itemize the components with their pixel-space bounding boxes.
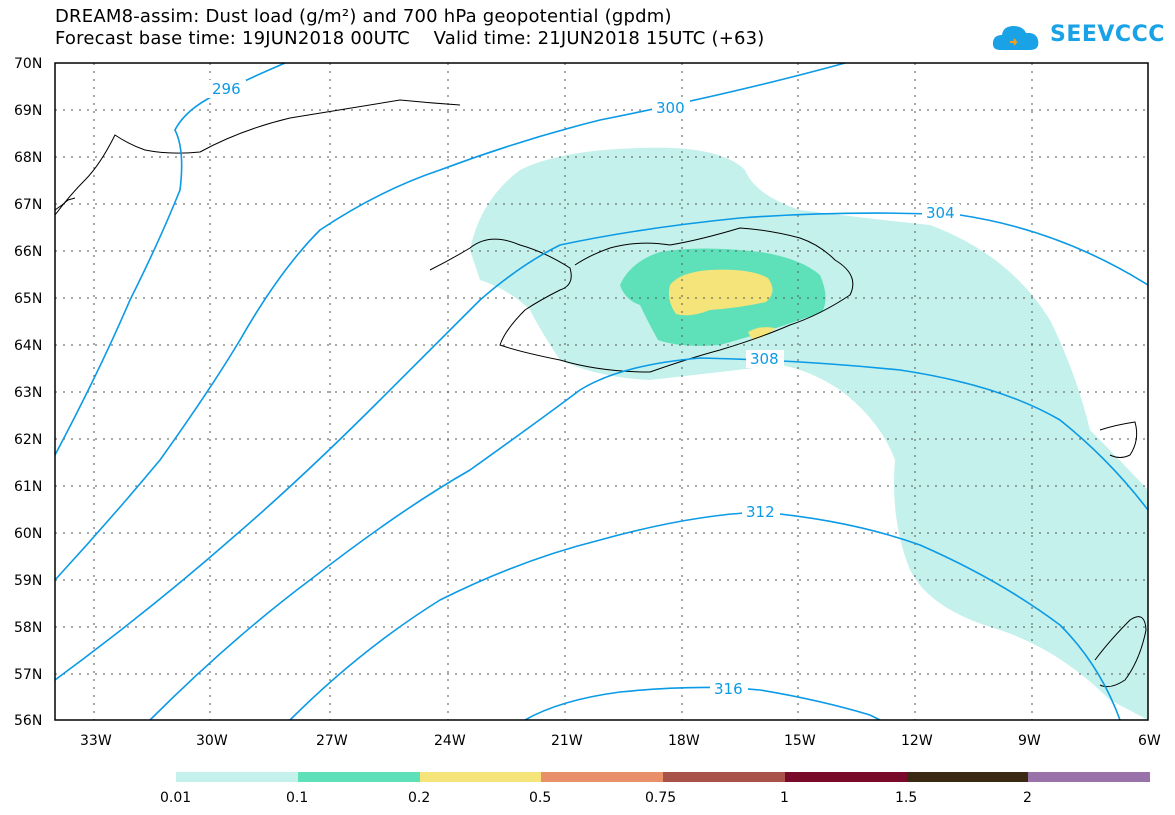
lat-label: 69N bbox=[14, 103, 42, 119]
graticule bbox=[55, 63, 1148, 720]
colorbar-swatch bbox=[298, 772, 420, 782]
colorbar-swatch bbox=[1028, 772, 1150, 782]
map-title: DREAM8-assim: Dust load (g/m²) and 700 h… bbox=[55, 6, 672, 27]
colorbar-swatch bbox=[541, 772, 663, 782]
contour-label-group: 296 300 304 308 312 316 bbox=[208, 80, 960, 698]
lon-label: 30W bbox=[196, 733, 228, 749]
contour-label-312: 312 bbox=[746, 503, 775, 521]
lat-label: 64N bbox=[14, 338, 42, 354]
lon-label: 21W bbox=[551, 733, 583, 749]
contour-label-304: 304 bbox=[926, 204, 955, 222]
dust-region-high-south bbox=[748, 327, 775, 340]
lat-label: 56N bbox=[14, 713, 42, 729]
lon-label: 9W bbox=[1018, 733, 1041, 749]
colorbar: 0.01 0.1 0.2 0.5 0.75 1 1.5 2 bbox=[160, 772, 1150, 806]
contour-label-296: 296 bbox=[212, 80, 241, 98]
lat-label: 62N bbox=[14, 432, 42, 448]
contour-label-300: 300 bbox=[656, 99, 685, 117]
lat-label: 61N bbox=[14, 479, 42, 495]
lat-label: 68N bbox=[14, 150, 42, 166]
contour-label-308: 308 bbox=[750, 350, 779, 368]
colorbar-label: 0.5 bbox=[529, 790, 551, 806]
lat-label: 66N bbox=[14, 244, 42, 260]
map-subtitle: Forecast base time: 19JUN2018 00UTC Vali… bbox=[55, 28, 765, 49]
contour-label-316: 316 bbox=[714, 680, 743, 698]
plot-frame bbox=[54, 62, 1149, 721]
lon-label: 18W bbox=[668, 733, 700, 749]
lat-label: 63N bbox=[14, 385, 42, 401]
latitude-labels: 70N 69N 68N 67N 66N 65N 64N 63N 62N 61N … bbox=[14, 56, 42, 729]
cloud-logo-icon bbox=[992, 26, 1039, 50]
colorbar-swatch bbox=[176, 772, 298, 782]
lon-label: 6W bbox=[1138, 733, 1161, 749]
colorbar-label: 0.1 bbox=[286, 790, 308, 806]
contour-308 bbox=[149, 357, 1149, 721]
lat-label: 60N bbox=[14, 526, 42, 542]
longitude-labels: 33W 30W 27W 24W 21W 18W 15W 12W 9W 6W bbox=[80, 733, 1161, 749]
lon-label: 27W bbox=[316, 733, 348, 749]
lon-label: 15W bbox=[784, 733, 816, 749]
colorbar-label: 0.2 bbox=[408, 790, 430, 806]
lat-label: 70N bbox=[14, 56, 42, 72]
contour-296 bbox=[54, 62, 286, 456]
lat-label: 59N bbox=[14, 573, 42, 589]
lon-label: 24W bbox=[434, 733, 466, 749]
lat-label: 65N bbox=[14, 291, 42, 307]
lat-label: 58N bbox=[14, 620, 42, 636]
lat-label: 57N bbox=[14, 667, 42, 683]
lon-label: 33W bbox=[80, 733, 112, 749]
colorbar-swatch bbox=[907, 772, 1028, 782]
dust-region-low bbox=[470, 147, 1148, 720]
logo-text: SEEVCCC bbox=[1050, 22, 1165, 47]
colorbar-swatch bbox=[420, 772, 541, 782]
lat-label: 67N bbox=[14, 197, 42, 213]
colorbar-label: 1 bbox=[780, 790, 789, 806]
contour-316 bbox=[524, 686, 881, 721]
colorbar-swatch bbox=[785, 772, 907, 782]
colorbar-label: 2 bbox=[1023, 790, 1032, 806]
dust-region-high bbox=[668, 269, 773, 316]
contour-300 bbox=[54, 62, 846, 581]
lon-label: 12W bbox=[901, 733, 933, 749]
colorbar-label: 0.01 bbox=[160, 790, 191, 806]
colorbar-label: 1.5 bbox=[895, 790, 917, 806]
colorbar-swatch bbox=[663, 772, 785, 782]
colorbar-label: 0.75 bbox=[645, 790, 676, 806]
